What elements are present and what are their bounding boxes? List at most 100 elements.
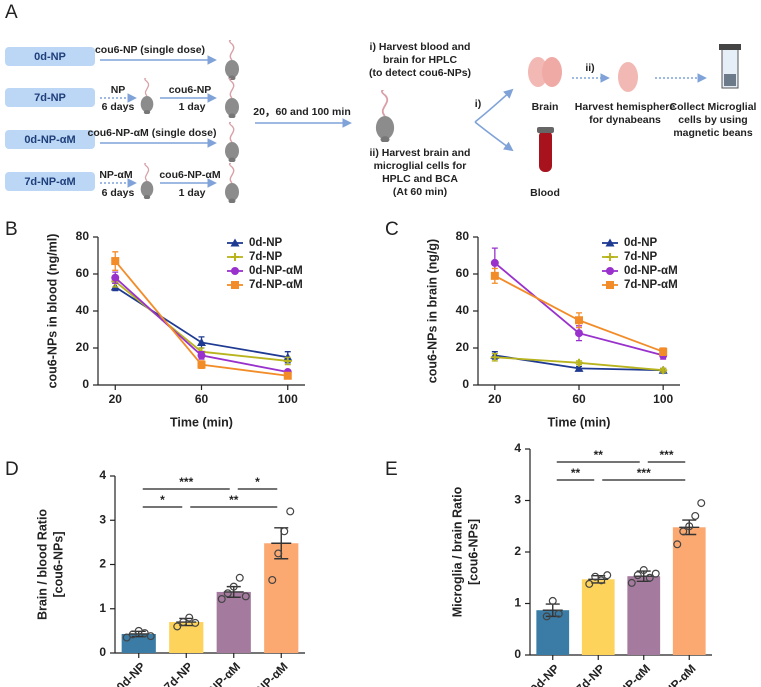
bar — [672, 527, 706, 655]
marker — [111, 273, 120, 282]
y-tick-label: 60 — [76, 266, 90, 280]
significance-label: *** — [659, 448, 673, 462]
marker — [659, 366, 668, 375]
brain-lobe — [528, 57, 548, 87]
data-point — [140, 629, 149, 638]
hemisphere-text: for dynabeans — [589, 114, 661, 126]
legend-marker — [606, 253, 614, 261]
brain-label: Brain — [532, 101, 559, 113]
blood-tube — [537, 127, 554, 172]
treatment: 1 day — [179, 101, 206, 113]
significance-label: * — [255, 475, 260, 489]
tube — [539, 130, 552, 172]
marker — [197, 337, 206, 346]
data-point — [685, 522, 694, 531]
marker — [283, 356, 292, 365]
data-point — [274, 549, 283, 558]
legend-label: 0d-NP-αM — [624, 265, 678, 277]
legend-marker — [231, 253, 239, 261]
group-label: 7d-NP — [34, 92, 66, 104]
legend-label: 0d-NP — [624, 237, 658, 249]
mouse-icon — [224, 163, 240, 203]
panel-letter: E — [385, 459, 398, 480]
data-point — [585, 579, 594, 588]
arrow — [474, 121, 514, 152]
y-tick-label: 20 — [76, 340, 90, 354]
bar — [627, 576, 661, 655]
y-axis-label: Brain / blood Ratio — [35, 509, 49, 620]
interval: 20，60 and 100 min — [253, 106, 350, 118]
x-tick-label: 100 — [653, 392, 673, 406]
collect-text: cells by using — [678, 114, 747, 126]
data-point — [679, 527, 688, 536]
data-point — [603, 571, 612, 580]
error-bar — [679, 519, 700, 536]
mouse-icon — [140, 78, 154, 114]
bar — [169, 622, 204, 653]
y-tick-label: 3 — [99, 512, 106, 526]
panel-letter: B — [5, 219, 18, 240]
collect-text: magnetic beans — [673, 127, 753, 139]
group-box — [5, 130, 95, 149]
legend-label: 7d-NP — [624, 251, 658, 263]
marker — [490, 271, 499, 280]
y-tick-label: 0 — [82, 377, 89, 391]
treatment: 1 day — [179, 187, 206, 199]
group-label: 0d-NP — [34, 51, 66, 63]
x-tick-label: 7d-NP-αM — [649, 661, 699, 687]
y-tick-label: 60 — [456, 266, 470, 280]
y-axis-label: [cou6-NPs] — [51, 532, 65, 598]
marker — [111, 257, 120, 266]
mouse-icon — [374, 90, 396, 142]
data-point — [591, 572, 600, 581]
data-point — [633, 571, 642, 580]
panel-letter: A — [5, 2, 18, 23]
treatment: cou6-NP-αM — [159, 169, 221, 181]
y-tick-label: 1 — [99, 601, 106, 615]
legend-label: 0d-NP — [249, 237, 283, 249]
x-tick-label: 60 — [572, 392, 586, 406]
marker — [575, 358, 583, 367]
y-tick-label: 1 — [514, 596, 521, 610]
data-point — [223, 589, 232, 598]
y-axis-label: cou6-NPs in blood (ng/ml) — [45, 234, 59, 389]
group-label: 0d-NP-αM — [24, 134, 75, 146]
significance-label: *** — [637, 466, 651, 480]
mouse-icon — [140, 163, 154, 199]
panel-letter: D — [5, 459, 19, 480]
data-point — [268, 575, 277, 584]
x-tick-label: 100 — [278, 392, 298, 406]
brain-lobe — [542, 57, 562, 87]
harvest-text: i) Harvest blood and — [370, 41, 471, 53]
treatment: 6 days — [102, 187, 135, 199]
x-tick-label: 60 — [195, 392, 209, 406]
legend-marker — [605, 238, 615, 247]
x-tick-label: 0d-NP-αM — [194, 659, 244, 687]
treatment: NP — [111, 84, 126, 96]
marker — [197, 360, 206, 369]
legend-label: 7d-NP-αM — [624, 279, 678, 291]
mouse-icon — [224, 40, 240, 80]
data-point — [639, 566, 648, 575]
error-bar — [223, 585, 244, 598]
step-label: ii) — [585, 62, 594, 74]
data-point — [235, 573, 244, 582]
bar — [536, 610, 570, 655]
treatment: cou6-NP (single dose) — [95, 44, 205, 56]
data-point — [542, 612, 551, 621]
data-point — [697, 499, 706, 508]
marker — [575, 329, 583, 338]
y-tick-label: 20 — [456, 340, 470, 354]
marker — [575, 316, 583, 325]
treatment: cou6-NP-αM (single dose) — [88, 127, 217, 139]
y-axis-label: cou6-NPs in brain (ng/g) — [425, 239, 439, 383]
y-tick-label: 0 — [99, 645, 106, 659]
x-tick-label: 20 — [109, 392, 123, 406]
legend-marker — [231, 267, 239, 275]
legend-marker — [231, 281, 239, 289]
x-axis-label: Time (min) — [170, 415, 233, 429]
tube-cap — [537, 127, 554, 133]
harvest-text: (to detect cou6-NPs) — [369, 67, 471, 79]
x-tick-label: 0d-NP — [114, 659, 148, 687]
y-tick-label: 2 — [99, 557, 106, 571]
